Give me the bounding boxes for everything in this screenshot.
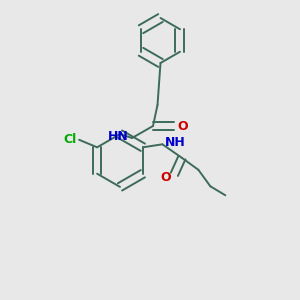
- Text: HN: HN: [108, 130, 128, 143]
- Text: O: O: [178, 119, 188, 133]
- Text: NH: NH: [165, 136, 185, 149]
- Text: O: O: [160, 171, 171, 184]
- Text: Cl: Cl: [64, 133, 77, 146]
